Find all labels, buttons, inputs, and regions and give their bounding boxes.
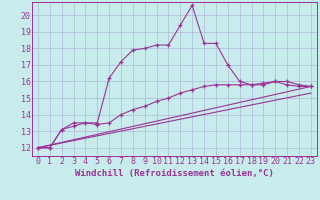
X-axis label: Windchill (Refroidissement éolien,°C): Windchill (Refroidissement éolien,°C) [75, 169, 274, 178]
